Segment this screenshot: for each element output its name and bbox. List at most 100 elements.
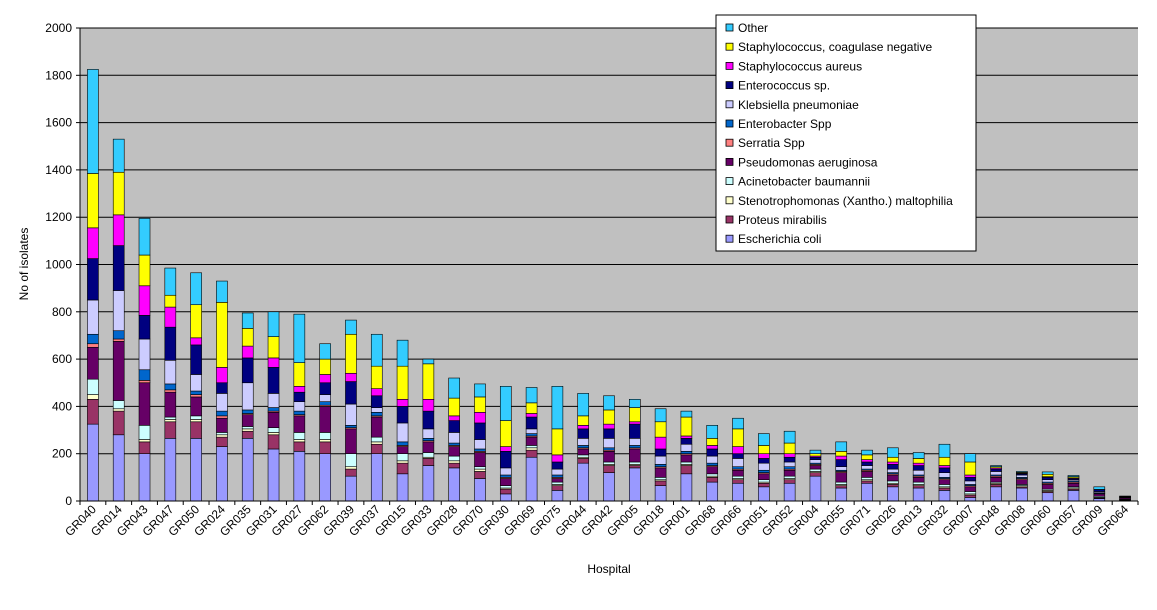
bar-segment	[293, 441, 306, 452]
bar-segment	[319, 382, 331, 395]
bar-segment	[293, 401, 306, 412]
bar-segment	[680, 465, 693, 475]
bar-segment	[783, 456, 796, 463]
bar-segment	[1041, 484, 1054, 490]
bar-segment	[267, 412, 280, 428]
bar-segment	[474, 452, 486, 468]
bar-segment	[603, 472, 615, 502]
bar-segment	[964, 494, 977, 498]
bar-segment	[216, 446, 228, 502]
bar-segment	[190, 337, 202, 346]
bar-segment	[551, 461, 564, 470]
bar-segment	[422, 410, 435, 430]
bar-segment	[706, 455, 719, 464]
bar-segment	[370, 412, 383, 417]
y-tick-label: 600	[52, 352, 72, 366]
bar-segment	[138, 425, 151, 440]
bar-segment	[912, 469, 925, 476]
bar-segment	[577, 428, 590, 439]
y-axis-ticks: 0 200 400 600 800 1000 1200 1400 1600 1800 2000	[45, 21, 80, 508]
bar-segment	[887, 480, 899, 484]
bar-segment	[1041, 471, 1054, 475]
bar-segment	[758, 479, 770, 483]
bars	[87, 69, 1131, 502]
bar-segment	[164, 267, 177, 296]
bar-segment	[835, 472, 848, 483]
bar-segment	[345, 453, 357, 468]
bar-segment	[1041, 479, 1054, 483]
bar-segment	[138, 218, 151, 256]
bar-segment	[499, 478, 512, 486]
y-tick-label: 2000	[45, 21, 72, 35]
bar-segment	[938, 456, 951, 466]
bar-segment	[112, 410, 125, 436]
bar-segment	[87, 394, 99, 400]
bar-segment	[577, 458, 590, 464]
bar-segment	[680, 416, 693, 437]
bar-segment	[474, 422, 486, 440]
bar-segment	[551, 468, 564, 476]
legend-swatch	[725, 196, 734, 205]
bar-segment	[525, 402, 538, 414]
bar-segment	[216, 410, 228, 417]
bar-segment	[293, 439, 306, 443]
bar-segment	[706, 473, 719, 477]
bar-segment	[1041, 473, 1054, 477]
bar-segment	[87, 378, 99, 395]
bar-segment	[345, 372, 357, 382]
bar-segment	[396, 446, 409, 454]
bar-segment	[887, 447, 899, 458]
bar-segment	[241, 345, 254, 359]
bar-segment	[861, 449, 873, 456]
y-tick-label: 0	[65, 494, 72, 508]
bar-segment	[758, 462, 770, 471]
y-tick-label: 1200	[45, 210, 72, 224]
legend-swatch	[725, 234, 734, 243]
legend: Other Staphylococcus, coagulase negative S…	[715, 14, 977, 252]
bar-segment	[964, 461, 977, 476]
legend-swatch	[725, 23, 734, 32]
bar-segment	[628, 445, 641, 449]
bar-segment	[1093, 493, 1106, 497]
bar-segment	[474, 471, 486, 479]
bar-segment	[87, 258, 99, 301]
bar-segment	[990, 486, 1002, 502]
bar-segment	[345, 333, 357, 374]
bar-segment	[190, 394, 202, 398]
bar-segment	[216, 367, 228, 384]
bar-segment	[628, 423, 641, 439]
bar-segment	[138, 380, 151, 384]
bar-segment	[835, 487, 848, 502]
bar-segment	[345, 425, 357, 428]
bar-segment	[293, 451, 306, 502]
bar-segment	[861, 482, 873, 502]
bar-segment	[87, 173, 99, 229]
bar-segment	[87, 227, 99, 259]
bar-segment	[706, 466, 719, 475]
bar-segment	[525, 416, 538, 430]
legend-swatch	[725, 42, 734, 51]
bar-segment	[396, 399, 409, 407]
bar-segment	[190, 421, 202, 439]
bar-segment	[887, 461, 899, 465]
bar-segment	[654, 408, 667, 423]
bar-segment	[138, 439, 151, 443]
bar-segment	[577, 454, 590, 458]
bar-segment	[216, 302, 228, 368]
bar-segment	[654, 421, 667, 438]
bar-segment	[706, 477, 719, 483]
bar-segment	[190, 419, 202, 423]
legend-swatch	[725, 62, 734, 70]
bar-segment	[603, 451, 615, 463]
bar-segment	[396, 365, 409, 400]
bar-segment	[164, 416, 177, 420]
bar-segment	[87, 69, 99, 174]
bar-segment	[319, 394, 331, 402]
bar-segment	[912, 452, 925, 459]
bar-segment	[654, 436, 667, 450]
bar-segment	[912, 477, 925, 483]
bar-segment	[603, 423, 615, 430]
bar-segment	[628, 399, 641, 408]
bar-segment	[112, 434, 125, 502]
bar-segment	[422, 399, 435, 412]
